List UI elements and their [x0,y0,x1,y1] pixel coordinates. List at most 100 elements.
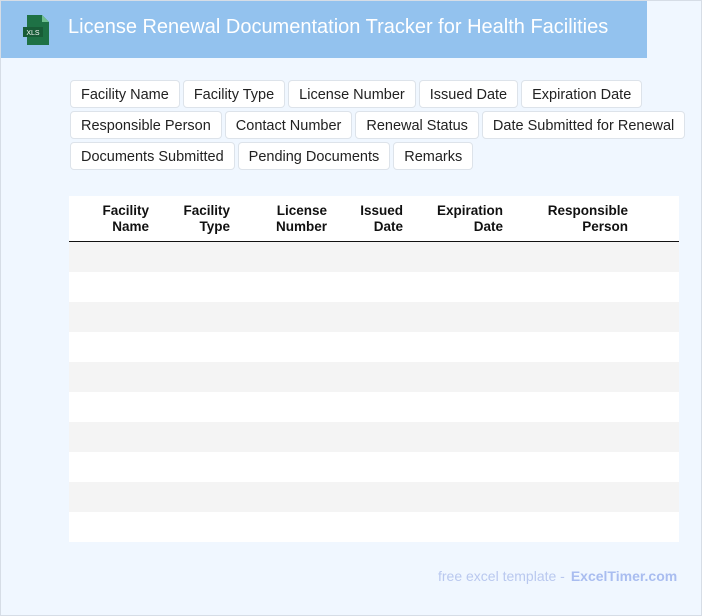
table-cell[interactable] [628,512,679,542]
column-chip[interactable]: Expiration Date [521,80,643,108]
table-cell[interactable] [69,452,149,482]
table-cell[interactable] [403,332,503,362]
table-cell[interactable] [230,392,327,422]
table-row [69,392,679,422]
table-cell[interactable] [327,302,403,332]
column-header[interactable]: Facility Name [69,196,149,242]
column-chip[interactable]: Pending Documents [237,142,391,170]
page-title: License Renewal Documentation Tracker fo… [68,16,609,38]
table-cell[interactable] [503,332,628,362]
table-row [69,422,679,452]
column-header[interactable]: License Number [230,196,327,242]
table-cell[interactable] [69,272,149,302]
table-cell[interactable] [503,512,628,542]
column-chip[interactable]: Facility Name [70,80,180,108]
table-cell[interactable] [403,422,503,452]
table-cell[interactable] [69,512,149,542]
table-cell[interactable] [149,452,230,482]
table-cell[interactable] [503,302,628,332]
table-row [69,482,679,512]
table-cell[interactable] [403,362,503,392]
table-cell[interactable] [403,512,503,542]
table-cell[interactable] [230,452,327,482]
table-cell[interactable] [628,302,679,332]
table-cell[interactable] [69,241,149,272]
table-cell[interactable] [327,482,403,512]
table-cell[interactable] [628,482,679,512]
table-row [69,302,679,332]
table-cell[interactable] [403,482,503,512]
table-cell[interactable] [327,512,403,542]
table-cell[interactable] [69,482,149,512]
column-chip[interactable]: Remarks [393,142,474,170]
table-cell[interactable] [69,392,149,422]
table-cell[interactable] [327,422,403,452]
column-header[interactable]: Expiration Date [403,196,503,242]
column-chip[interactable]: License Number [288,80,416,108]
table-cell[interactable] [149,332,230,362]
table-cell[interactable] [403,241,503,272]
footer-brand-link[interactable]: ExcelTimer.com [570,568,678,584]
table-cell[interactable] [327,332,403,362]
table-cell[interactable] [503,362,628,392]
table-cell[interactable] [149,302,230,332]
table-cell[interactable] [230,422,327,452]
table-cell[interactable] [69,422,149,452]
column-chip[interactable]: Facility Type [182,80,286,108]
column-chip[interactable]: Renewal Status [355,111,479,139]
table-cell[interactable] [403,302,503,332]
table-cell[interactable] [69,332,149,362]
table-cell[interactable] [503,452,628,482]
table-cell[interactable] [327,362,403,392]
svg-text:XLS: XLS [26,30,40,37]
table-cell[interactable] [230,272,327,302]
footer-credit: free excel template - ExcelTimer.com [438,568,677,584]
column-chip[interactable]: Issued Date [418,80,519,108]
table-cell[interactable] [628,422,679,452]
table-cell[interactable] [230,512,327,542]
table-cell[interactable] [149,392,230,422]
table-cell[interactable] [628,452,679,482]
table-cell[interactable] [149,241,230,272]
table-cell[interactable] [503,422,628,452]
table-cell[interactable] [230,302,327,332]
table-cell[interactable] [149,482,230,512]
column-header[interactable]: Facility Type [149,196,230,242]
column-chip[interactable]: Date Submitted for Renewal [481,111,686,139]
table-cell[interactable] [327,452,403,482]
table-header-row: Facility Name Facility Type License Number Iss… [69,196,679,242]
table-cell[interactable] [628,241,679,272]
xls-file-icon: XLS [23,15,49,45]
table-cell[interactable] [230,241,327,272]
table-cell[interactable] [149,272,230,302]
column-header[interactable]: Responsible Person [503,196,628,242]
table-cell[interactable] [69,362,149,392]
table-cell[interactable] [327,241,403,272]
table-cell[interactable] [149,362,230,392]
column-chip[interactable]: Contact Number [224,111,353,139]
column-chip[interactable]: Responsible Person [70,111,222,139]
table-cell[interactable] [230,332,327,362]
table-cell[interactable] [403,272,503,302]
table-cell[interactable] [503,392,628,422]
table-cell[interactable] [230,362,327,392]
column-chip[interactable]: Documents Submitted [70,142,235,170]
table-cell[interactable] [403,392,503,422]
table-cell[interactable] [628,392,679,422]
table-cell[interactable] [327,272,403,302]
table-cell[interactable] [327,392,403,422]
table-cell[interactable] [69,302,149,332]
table-cell[interactable] [628,362,679,392]
table-cell[interactable] [149,422,230,452]
table-cell[interactable] [403,452,503,482]
table-cell[interactable] [503,272,628,302]
table-cell[interactable] [149,512,230,542]
table-cell[interactable] [230,482,327,512]
table-cell[interactable] [628,332,679,362]
table-cell[interactable] [503,482,628,512]
header-line: Number [275,218,327,234]
table-cell[interactable] [503,241,628,272]
table-cell[interactable] [628,272,679,302]
column-header[interactable]: Issued Date [327,196,403,242]
